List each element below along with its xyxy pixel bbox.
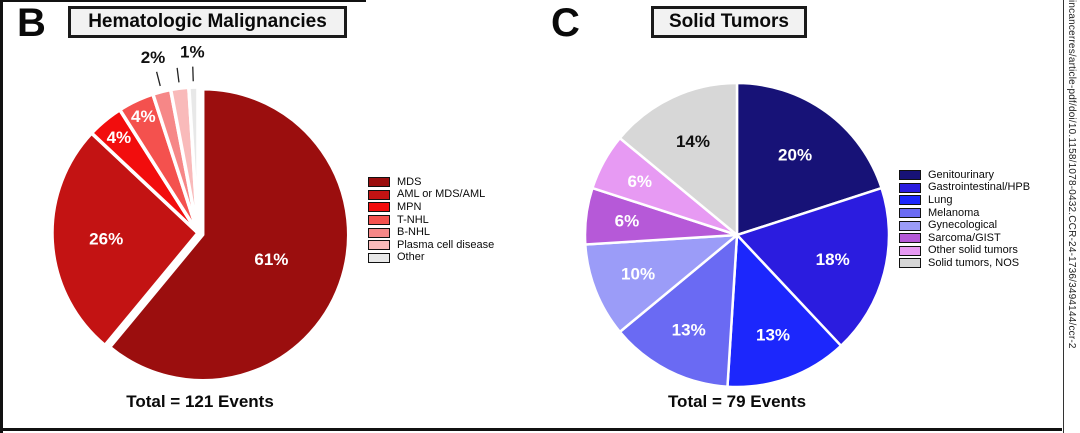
pie-slice-aml-or-mds-aml [50, 131, 200, 348]
legend-swatch-gastrointestinal-hpb [899, 182, 921, 193]
pie-slice-mds [107, 86, 351, 383]
legend-label-t-nhl: T-NHL [397, 213, 429, 226]
legend-item-gynecological: Gynecological [899, 219, 1030, 232]
pie-slice-other-solid-tumors [591, 136, 739, 237]
panel-c-total: Total = 79 Events [667, 392, 807, 411]
legend-solid-tumors: Genitourinary Gastrointestinal/HPB Lung Mel… [899, 169, 1030, 270]
legend-swatch-mds [368, 177, 390, 188]
slice-label-aml-or-mds-aml: 26% [89, 229, 123, 248]
panel-c-letter: C [551, 1, 580, 45]
legend-swatch-solid-tumors-nos [899, 258, 921, 269]
slice-label-mds: 61% [254, 250, 288, 269]
legend-item-other-solid-tumors: Other solid tumors [899, 245, 1030, 258]
panel-b-total: Total = 121 Events [126, 392, 274, 411]
legend-swatch-b-nhl [368, 227, 390, 238]
legend-swatch-t-nhl [368, 215, 390, 226]
legend-swatch-mpn [368, 202, 390, 213]
legend-swatch-sarcoma-gist [899, 233, 921, 244]
leader-line-plasma-cell-disease [176, 67, 180, 83]
slice-label-b-nhl: 2% [141, 48, 166, 67]
frame-bottom-border [0, 428, 1062, 431]
legend-item-solid-tumors-nos: Solid tumors, NOS [899, 257, 1030, 270]
legend-item-other: Other [368, 252, 494, 265]
legend-swatch-other [368, 252, 390, 263]
legend-label-other: Other [397, 251, 425, 264]
pie-slice-melanoma [618, 233, 739, 388]
legend-label-lung: Lung [928, 193, 953, 206]
pie-slice-gastrointestinal-hpb [735, 186, 891, 348]
legend-label-gynecological: Gynecological [928, 219, 998, 232]
legend-label-solid-tumors-nos: Solid tumors, NOS [928, 256, 1020, 269]
legend-label-mds: MDS [397, 175, 422, 188]
legend-item-genitourinary: Genitourinary [899, 169, 1030, 182]
pie-slice-gynecological [584, 233, 739, 334]
slice-label-gynecological: 10% [621, 265, 655, 284]
frame-left-border [0, 0, 3, 433]
legend-label-b-nhl: B-NHL [397, 226, 431, 239]
legend-label-gastrointestinal-hpb: Gastrointestinal/HPB [928, 181, 1031, 194]
slice-label-mpn: 4% [107, 128, 132, 147]
pie-slice-other [187, 85, 200, 235]
pie-slice-lung [726, 233, 843, 389]
legend-swatch-other-solid-tumors [899, 245, 921, 256]
legend-swatch-melanoma [899, 208, 921, 219]
legend-swatch-aml-or-mds-aml [368, 189, 390, 200]
legend-label-other-solid-tumors: Other solid tumors [928, 244, 1018, 257]
panel-c-title: Solid Tumors [651, 6, 807, 38]
legend-item-plasma-cell-disease: Plasma cell disease [368, 239, 494, 252]
legend-label-plasma-cell-disease: Plasma cell disease [397, 238, 495, 251]
legend-item-aml-or-mds-aml: AML or MDS/AML [368, 189, 494, 202]
legend-item-mds: MDS [368, 176, 494, 189]
legend-item-mpn: MPN [368, 201, 494, 214]
legend-swatch-genitourinary [899, 170, 921, 181]
frame-top-border [0, 0, 366, 2]
legend-item-melanoma: Melanoma [899, 207, 1030, 220]
slice-label-sarcoma-gist: 6% [615, 212, 640, 231]
pie-slice-plasma-cell-disease [168, 85, 200, 235]
legend-label-aml-or-mds-aml: AML or MDS/AML [397, 188, 486, 201]
slice-label-other-solid-tumors: 6% [627, 172, 652, 191]
legend-item-gastrointestinal-hpb: Gastrointestinal/HPB [899, 182, 1030, 195]
pie-slice-genitourinary [735, 81, 883, 237]
legend-label-mpn: MPN [397, 200, 422, 213]
slice-label-melanoma: 13% [672, 320, 706, 339]
pie-slice-solid-tumors-nos [618, 81, 739, 237]
legend-label-sarcoma-gist: Sarcoma/GIST [928, 231, 1001, 244]
slice-label-t-nhl: 4% [131, 107, 156, 126]
legend-label-melanoma: Melanoma [928, 206, 980, 219]
pie-slice-t-nhl [118, 92, 200, 235]
legend-swatch-gynecological [899, 220, 921, 231]
legend-item-sarcoma-gist: Sarcoma/GIST [899, 232, 1030, 245]
slice-label-lung: 13% [756, 326, 790, 345]
pie-slice-sarcoma-gist [583, 186, 739, 246]
leader-line-b-nhl [155, 71, 161, 87]
slice-label-genitourinary: 20% [778, 146, 812, 165]
panel-b-letter: B [17, 1, 46, 45]
legend-item-b-nhl: B-NHL [368, 226, 494, 239]
slice-label-other: 1% [180, 43, 205, 62]
slice-label-solid-tumors-nos: 14% [676, 132, 710, 151]
legend-hematologic: MDS AML or MDS/AML MPN T-NHL B-NHL Plasma cel… [368, 176, 494, 264]
watermark-text: incancerres/article-pdf/doi/10.1158/1078… [1063, 0, 1077, 433]
pie-slice-mpn [89, 107, 200, 235]
pie-slice-b-nhl [151, 87, 200, 235]
legend-item-t-nhl: T-NHL [368, 214, 494, 227]
legend-swatch-plasma-cell-disease [368, 240, 390, 251]
legend-item-lung: Lung [899, 194, 1030, 207]
legend-label-genitourinary: Genitourinary [928, 168, 995, 181]
slice-label-gastrointestinal-hpb: 18% [816, 250, 850, 269]
legend-swatch-lung [899, 195, 921, 206]
panel-b-title: Hematologic Malignancies [68, 6, 347, 38]
